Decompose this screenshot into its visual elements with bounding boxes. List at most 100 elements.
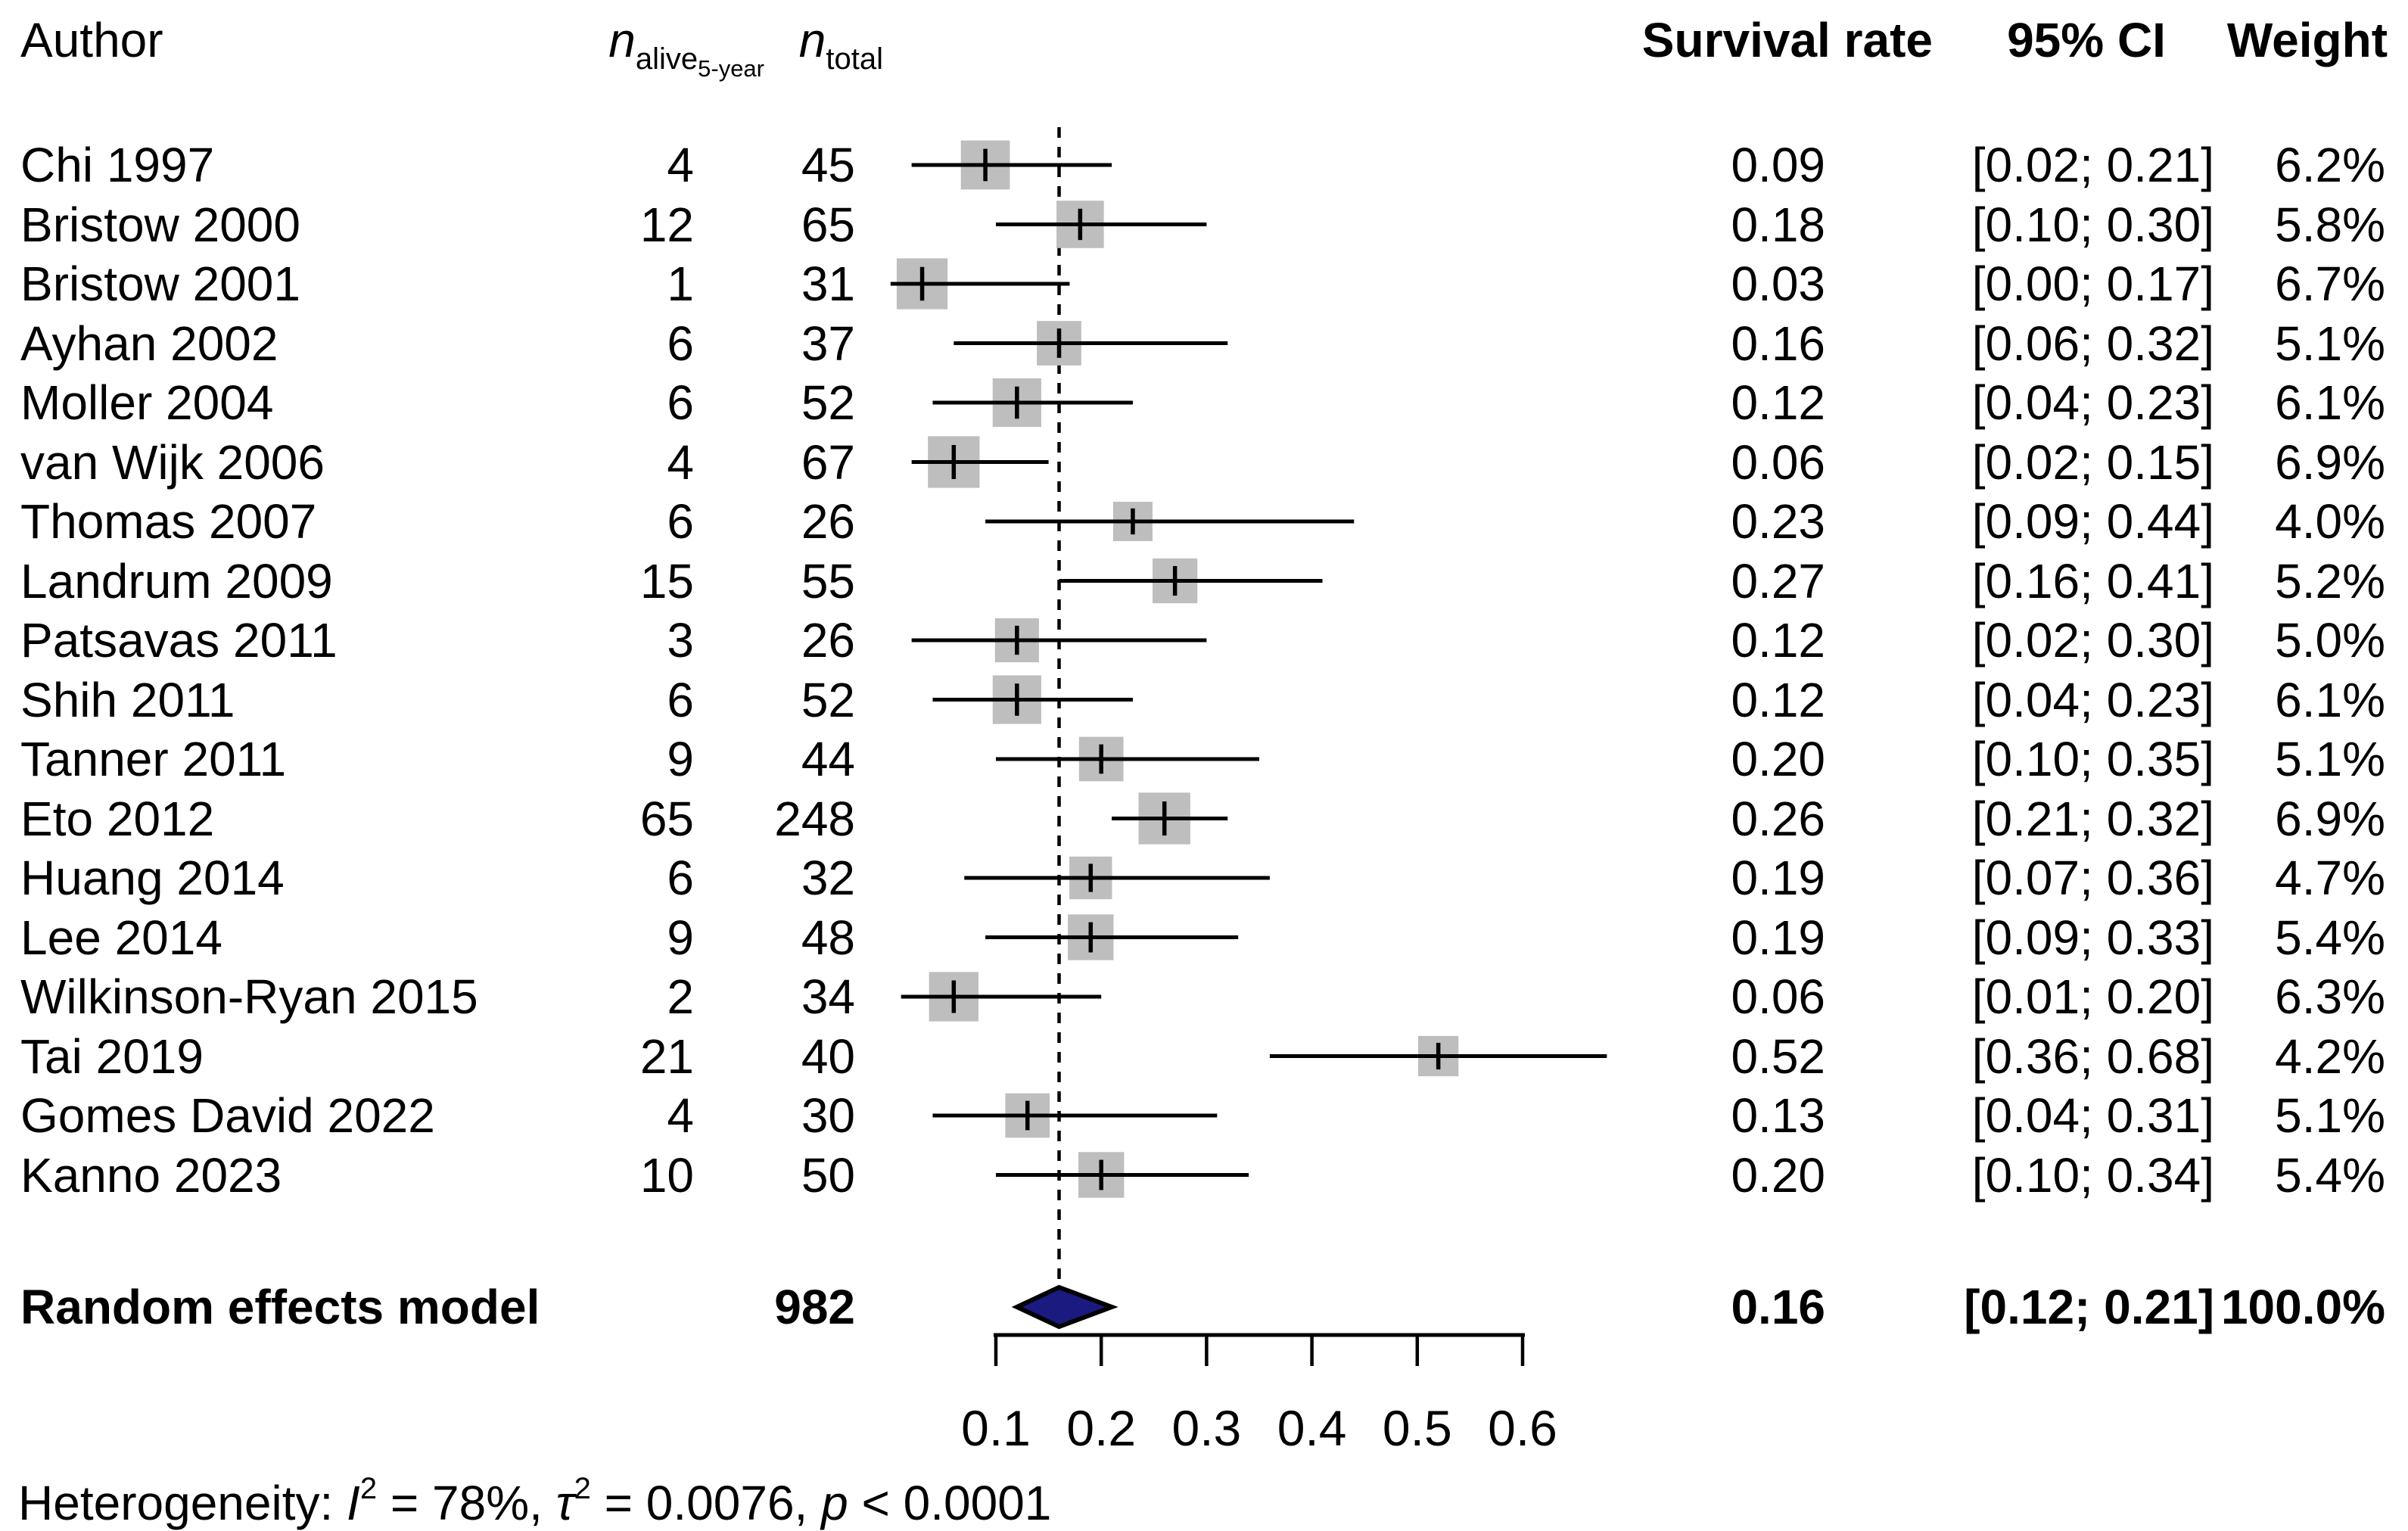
- study-ci: [0.09; 0.33]: [1971, 910, 2214, 965]
- study-weight: 6.3%: [2275, 969, 2385, 1024]
- study-n-total: 37: [801, 316, 855, 371]
- het-mid2: = 0.0076,: [590, 1476, 822, 1530]
- n-total-symbol: n: [798, 13, 826, 67]
- het-mid1: = 78%,: [377, 1476, 556, 1530]
- study-author: Ayhan 2002: [20, 316, 278, 371]
- study-rate: 0.26: [1731, 792, 1825, 846]
- study-weight: 4.7%: [2275, 851, 2385, 905]
- study-rate: 0.12: [1731, 613, 1825, 667]
- summary-n-total: 982: [774, 1280, 855, 1334]
- study-n-alive: 6: [667, 851, 694, 905]
- study-rate: 0.09: [1731, 138, 1825, 192]
- study-author: Wilkinson-Ryan 2015: [20, 969, 478, 1024]
- study-n-alive: 9: [667, 732, 694, 786]
- study-author: Tai 2019: [20, 1029, 204, 1084]
- n-total-sub-text: total: [826, 42, 883, 76]
- study-n-alive: 6: [667, 316, 694, 371]
- study-author: Shih 2011: [20, 673, 235, 727]
- study-weight: 6.9%: [2275, 792, 2385, 846]
- study-weight: 6.9%: [2275, 435, 2385, 490]
- study-n-total: 44: [801, 732, 855, 786]
- study-author: Bristow 2000: [20, 198, 300, 252]
- n-alive-subscript: alive5-year: [635, 42, 764, 82]
- study-n-total: 34: [801, 969, 855, 1024]
- study-author: van Wijk 2006: [20, 435, 325, 490]
- summary-rate: 0.16: [1731, 1280, 1825, 1334]
- study-ci: [0.21; 0.32]: [1971, 792, 2214, 846]
- study-n-alive: 4: [667, 138, 694, 192]
- study-rate: 0.19: [1731, 910, 1825, 965]
- study-author: Gomes David 2022: [20, 1088, 435, 1143]
- study-rate: 0.03: [1731, 257, 1825, 311]
- study-rate: 0.06: [1731, 435, 1825, 490]
- x-axis-tick-label: 0.1: [961, 1400, 1031, 1456]
- study-ci: [0.07; 0.36]: [1971, 851, 2214, 905]
- study-rate: 0.18: [1731, 198, 1825, 252]
- study-ci: [0.00; 0.17]: [1971, 257, 2214, 311]
- het-i-sup: 2: [359, 1472, 378, 1505]
- study-weight: 6.1%: [2275, 375, 2385, 430]
- study-weight: 6.7%: [2275, 257, 2385, 311]
- x-axis-tick-label: 0.4: [1277, 1400, 1347, 1456]
- study-rate: 0.12: [1731, 673, 1825, 727]
- het-i-symbol: I: [347, 1476, 360, 1530]
- study-n-alive: 4: [667, 1088, 694, 1143]
- study-n-total: 65: [801, 198, 855, 252]
- study-n-alive: 65: [639, 792, 694, 846]
- study-n-total: 26: [801, 613, 855, 667]
- study-n-alive: 2: [667, 969, 694, 1024]
- column-header-n-alive: nalive5-year: [499, 12, 764, 97]
- het-tau-sup: 2: [574, 1472, 591, 1505]
- study-ci: [0.04; 0.23]: [1971, 673, 2214, 727]
- study-ci: [0.09; 0.44]: [1971, 494, 2214, 549]
- study-rate: 0.16: [1731, 316, 1825, 371]
- study-ci: [0.04; 0.31]: [1971, 1088, 2214, 1143]
- study-weight: 5.4%: [2275, 910, 2385, 965]
- het-p-symbol: p: [821, 1476, 848, 1530]
- study-weight: 5.1%: [2275, 316, 2385, 371]
- summary-label: Random effects model: [20, 1280, 540, 1334]
- study-ci: [0.02; 0.21]: [1971, 138, 2214, 192]
- study-n-total: 26: [801, 494, 855, 549]
- study-rate: 0.12: [1731, 375, 1825, 430]
- column-header-author: Author: [20, 13, 163, 67]
- study-n-total: 40: [801, 1029, 855, 1084]
- summary-diamond: [1011, 1284, 1118, 1330]
- study-author: Thomas 2007: [20, 494, 317, 549]
- study-ci: [0.16; 0.41]: [1971, 554, 2214, 608]
- n-alive-subsub-text: 5-year: [698, 55, 764, 82]
- study-n-alive: 4: [667, 435, 694, 490]
- study-weight: 5.2%: [2275, 554, 2385, 608]
- study-rate: 0.19: [1731, 851, 1825, 905]
- study-rate: 0.06: [1731, 969, 1825, 1024]
- study-author: Tanner 2011: [20, 732, 287, 786]
- study-ci: [0.10; 0.35]: [1971, 732, 2214, 786]
- study-weight: 5.1%: [2275, 732, 2385, 786]
- n-alive-sub-text: alive: [635, 42, 698, 76]
- study-n-alive: 6: [667, 494, 694, 549]
- het-tail: < 0.0001: [848, 1476, 1052, 1530]
- study-weight: 6.2%: [2275, 138, 2385, 192]
- study-ci: [0.36; 0.68]: [1971, 1029, 2214, 1084]
- study-rate: 0.20: [1731, 1148, 1825, 1203]
- study-n-total: 67: [801, 435, 855, 490]
- study-n-alive: 1: [667, 257, 694, 311]
- study-weight: 6.1%: [2275, 673, 2385, 727]
- study-rate: 0.20: [1731, 732, 1825, 786]
- study-ci: [0.02; 0.15]: [1971, 435, 2214, 490]
- study-ci: [0.02; 0.30]: [1971, 613, 2214, 667]
- study-n-total: 50: [801, 1148, 855, 1203]
- study-weight: 5.8%: [2275, 198, 2385, 252]
- heterogeneity-note: Heterogeneity: I2 = 78%, τ2 = 0.0076, p …: [18, 1461, 1051, 1531]
- study-ci: [0.01; 0.20]: [1971, 969, 2214, 1024]
- study-n-alive: 9: [667, 910, 694, 965]
- study-n-total: 52: [801, 375, 855, 430]
- study-n-alive: 15: [639, 554, 694, 608]
- study-ci: [0.10; 0.30]: [1971, 198, 2214, 252]
- study-n-alive: 12: [639, 198, 694, 252]
- study-author: Landrum 2009: [20, 554, 333, 608]
- column-header-survival-rate: Survival rate: [1641, 13, 1933, 67]
- study-author: Patsavas 2011: [20, 613, 338, 667]
- study-weight: 4.2%: [2275, 1029, 2385, 1084]
- study-n-total: 31: [801, 257, 855, 311]
